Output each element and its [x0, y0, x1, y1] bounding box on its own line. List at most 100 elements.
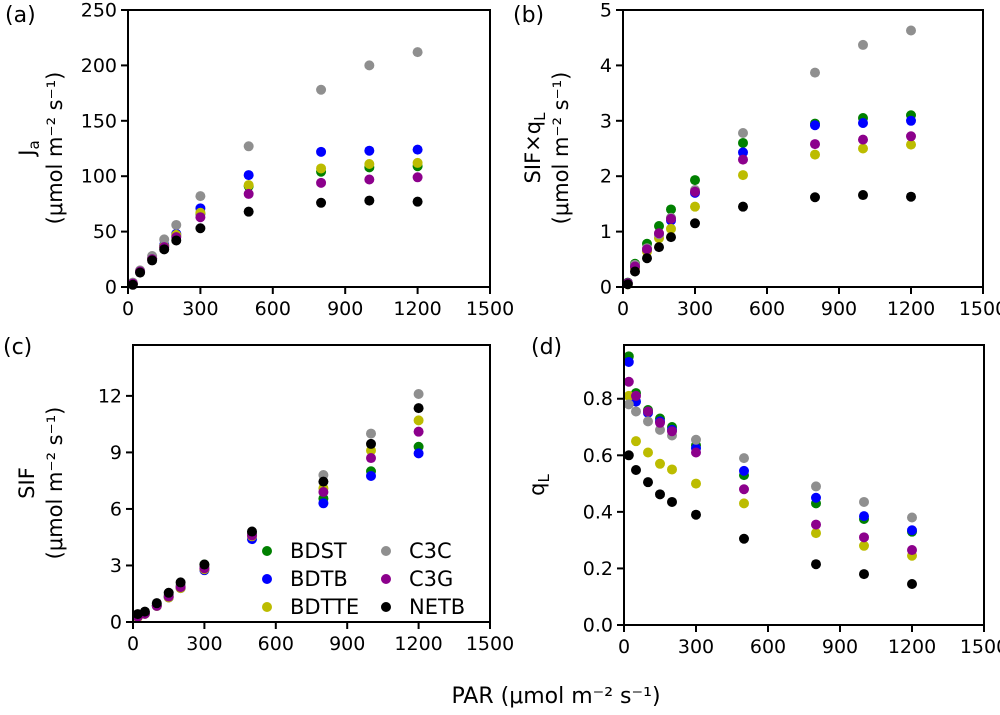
- data-point-c3c: [195, 191, 206, 202]
- data-point-c3c: [623, 399, 634, 410]
- data-point-c3g: [907, 545, 917, 556]
- data-point-c3c: [906, 25, 916, 36]
- data-point-c3g: [906, 131, 916, 142]
- data-point-netb: [366, 438, 376, 449]
- y-tick-label: 5: [600, 0, 612, 22]
- data-point-bdtte: [316, 163, 327, 174]
- data-point-bdtb: [810, 120, 820, 131]
- data-point-c3g: [667, 426, 677, 437]
- data-point-bdst: [654, 221, 664, 232]
- data-point-bdtb: [811, 492, 821, 503]
- data-point-netb: [858, 190, 868, 201]
- panel-b-letter: (b): [513, 3, 545, 28]
- data-point-netb: [243, 206, 254, 217]
- legend-entry-bdst: BDST: [262, 539, 347, 563]
- legend-label-bdtb: BDTB: [290, 567, 348, 591]
- data-point-netb: [907, 578, 917, 589]
- data-point-c3g: [412, 172, 423, 183]
- data-point-c3c: [691, 434, 701, 445]
- data-point-c3g: [810, 139, 820, 150]
- y-tick-label: 100: [81, 166, 117, 188]
- y-tick-label: 0.2: [583, 558, 613, 580]
- data-point-bdtb: [858, 118, 868, 129]
- data-point-netb: [364, 195, 375, 206]
- data-point-bdtb: [318, 498, 329, 509]
- legend-label-c3c: C3C: [409, 539, 452, 563]
- data-point-c3g: [318, 486, 329, 497]
- data-point-bdtte: [643, 447, 653, 458]
- panel-d-ylabel: qL: [523, 335, 554, 635]
- data-point-c3c: [907, 512, 917, 523]
- data-point-c3c: [364, 60, 375, 71]
- panel-a: 0 300 600 900 1200 1500 0 50 100 150 200 250: [81, 0, 514, 320]
- panel-c-ylabel-name: SIF: [15, 467, 39, 499]
- data-point-bdst: [738, 137, 748, 148]
- data-point-c3c: [316, 84, 327, 95]
- data-point-c3c: [643, 416, 653, 427]
- data-point-bdtb: [859, 511, 869, 522]
- legend-label-bdtte: BDTTE: [290, 595, 360, 619]
- data-point-netb: [175, 577, 186, 588]
- x-tick-label: 1200: [393, 298, 441, 320]
- data-point-c3g: [413, 426, 424, 437]
- data-point-c3g: [739, 484, 749, 495]
- data-point-bdtte: [811, 528, 821, 539]
- data-point-bdtte: [667, 464, 677, 475]
- x-tick-label: 1500: [960, 636, 1000, 658]
- x-tick-label: 600: [258, 633, 294, 655]
- data-point-c3g: [631, 390, 641, 401]
- data-point-c3g: [811, 519, 821, 530]
- panel-a-ylabel: Ja (μmol m⁻² s⁻¹): [13, 0, 69, 298]
- data-point-netb: [654, 242, 664, 253]
- data-point-c3g: [859, 532, 869, 543]
- data-point-netb: [159, 244, 170, 255]
- data-point-bdtte: [631, 436, 641, 447]
- data-point-bdtte: [412, 157, 423, 168]
- x-tick-label: 900: [821, 298, 857, 320]
- y-tick-label: 3: [110, 555, 122, 577]
- y-tick-label: 0.4: [583, 501, 613, 523]
- data-point-bdtte: [666, 223, 676, 234]
- data-point-netb: [135, 267, 146, 278]
- x-tick-label: 1200: [394, 633, 442, 655]
- y-tick-label: 3: [600, 110, 612, 132]
- data-point-bdtte: [413, 415, 424, 426]
- x-tick-label: 0: [617, 298, 629, 320]
- x-tick-label: 1500: [466, 633, 514, 655]
- panel-d-ylabel-name: qL: [525, 474, 554, 496]
- x-axis-label: PAR (μmol m⁻² s⁻¹): [451, 684, 661, 709]
- data-point-c3g: [195, 212, 206, 223]
- x-tick-label: 600: [749, 298, 785, 320]
- data-point-netb: [195, 223, 206, 234]
- y-tick-label: 12: [98, 385, 122, 407]
- data-point-c3g: [366, 453, 376, 464]
- data-point-c3c: [413, 388, 424, 399]
- data-point-netb: [316, 197, 327, 208]
- x-tick-label: 300: [182, 298, 218, 320]
- data-point-bdtb: [364, 145, 375, 156]
- y-tick-label: 0.6: [583, 445, 613, 467]
- data-point-netb: [906, 191, 916, 202]
- data-point-bdst: [666, 204, 676, 215]
- data-point-netb: [127, 279, 138, 290]
- x-tick-label: 1500: [466, 298, 514, 320]
- data-point-netb: [655, 489, 665, 500]
- data-point-c3g: [623, 376, 634, 387]
- data-point-c3g: [690, 186, 700, 197]
- data-point-bdst: [690, 175, 700, 186]
- data-point-netb: [318, 476, 329, 487]
- y-tick-label: 4: [600, 55, 612, 77]
- x-tick-label: 1200: [887, 298, 935, 320]
- panel-a-ylabel-name: Ja: [15, 140, 44, 156]
- data-point-c3c: [858, 39, 868, 50]
- data-point-bdtb: [906, 115, 916, 126]
- data-point-c3g: [243, 188, 254, 199]
- data-point-bdtb: [738, 147, 748, 158]
- data-point-bdtte: [810, 149, 820, 160]
- y-tick-label: 0.0: [583, 615, 613, 637]
- panel-a-ylabel-unit: (μmol m⁻² s⁻¹): [43, 71, 67, 225]
- data-point-bdtte: [906, 139, 916, 150]
- data-point-netb: [666, 232, 676, 243]
